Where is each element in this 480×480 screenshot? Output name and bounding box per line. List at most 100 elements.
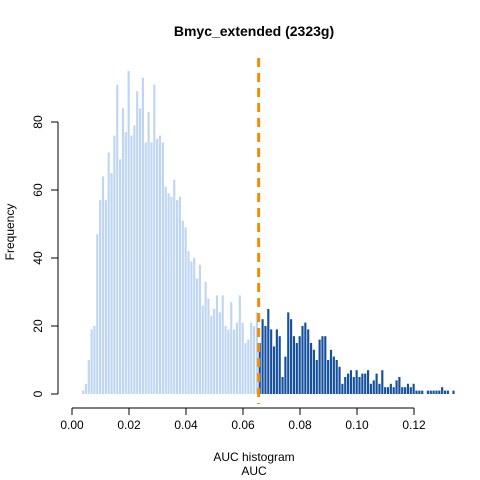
chart-title: Bmyc_extended (2323g): [174, 23, 334, 39]
histogram-bar: [355, 370, 358, 394]
histogram-bar: [178, 196, 182, 394]
histogram-bar: [307, 329, 310, 394]
histogram-bar: [298, 336, 301, 394]
histogram-bar: [121, 108, 125, 395]
x-tick-label: 0.10: [345, 418, 369, 432]
histogram-bar: [312, 349, 315, 394]
histogram-bar: [292, 336, 296, 394]
histogram-bar: [324, 336, 327, 394]
x-tick-label: 0.08: [288, 418, 312, 432]
histogram-bar: [107, 152, 110, 394]
histogram-bar: [278, 336, 281, 394]
histogram-bar: [213, 309, 216, 394]
histogram-bar: [270, 329, 273, 394]
histogram-bar: [193, 258, 196, 394]
histogram-bar: [119, 159, 122, 394]
histogram-bar: [96, 234, 99, 394]
histogram-bar: [384, 387, 387, 394]
histogram-bar: [207, 298, 210, 394]
histogram-bar: [295, 343, 298, 394]
histogram-bar: [221, 295, 224, 394]
histogram-bar: [366, 370, 370, 394]
histogram-bar: [170, 196, 173, 394]
histogram-bar: [224, 326, 227, 394]
x-tick-label: 0.02: [117, 418, 141, 432]
histogram-bar: [93, 326, 96, 394]
histogram-bar: [204, 281, 207, 394]
histogram-bar: [230, 302, 233, 394]
histogram-bar: [255, 312, 258, 394]
histogram-bar: [378, 383, 381, 394]
histogram-bar: [215, 295, 219, 394]
histogram-bar: [415, 390, 418, 394]
histogram-bar: [327, 360, 330, 394]
histogram-bar: [124, 132, 127, 394]
histogram-bar: [347, 373, 350, 394]
histogram-bar: [235, 322, 239, 394]
histogram-bar: [301, 326, 304, 394]
histogram-bar: [201, 305, 204, 394]
histogram-bar: [369, 383, 372, 394]
histogram-bar: [227, 329, 230, 394]
histogram-bar: [441, 387, 444, 394]
x-tick-label: 0.04: [174, 418, 198, 432]
y-tick-label: 40: [31, 251, 45, 265]
histogram-bar: [81, 390, 85, 394]
histogram-bar: [406, 383, 410, 394]
y-tick-label: 20: [31, 319, 45, 333]
x-axis-label: AUC histogram: [213, 450, 294, 464]
histogram-bar: [90, 329, 93, 394]
histogram-bar: [110, 173, 113, 394]
histogram-bar: [364, 373, 367, 394]
histogram-bar: [338, 366, 341, 394]
histogram-bar: [372, 380, 375, 394]
histogram-bar: [158, 135, 162, 394]
histogram-bar: [429, 390, 432, 394]
histogram-bar: [421, 390, 424, 394]
histogram-bar: [398, 377, 401, 394]
histogram-bar: [156, 139, 159, 394]
histogram-bar: [267, 309, 270, 394]
y-tick-label: 80: [31, 115, 45, 129]
histogram-bar: [252, 326, 256, 394]
x-tick-label: 0.06: [231, 418, 255, 432]
y-axis-label: Frequency: [3, 204, 17, 261]
histogram-bar: [284, 356, 287, 394]
histogram-bar: [187, 251, 190, 394]
histogram-bar: [173, 179, 176, 394]
histogram-bar: [195, 278, 199, 394]
y-tick-label: 60: [31, 183, 45, 197]
histogram-bar: [401, 387, 404, 394]
histogram-bar: [133, 125, 136, 395]
histogram-bar: [443, 390, 447, 394]
histogram-bar: [287, 312, 290, 394]
histogram-bar: [218, 312, 221, 394]
histogram-bar: [386, 387, 390, 394]
histogram-bar: [452, 390, 455, 394]
histogram-bar: [281, 377, 284, 394]
histogram-bar: [275, 329, 278, 394]
histogram-bar: [244, 343, 247, 394]
histogram-bar: [332, 356, 335, 394]
histogram-bar: [392, 387, 395, 394]
histogram-bar: [432, 390, 435, 394]
histogram-bar: [87, 360, 90, 394]
histogram-bar: [329, 349, 333, 394]
histogram-bar: [101, 176, 105, 394]
histogram-bar: [184, 227, 187, 394]
histogram-bar: [144, 142, 147, 394]
histogram-bar: [418, 390, 421, 394]
histogram-bar: [233, 329, 236, 394]
histogram-bar: [435, 390, 438, 394]
histogram-bar: [272, 346, 276, 394]
histogram-bar: [190, 261, 193, 394]
histogram-bar: [375, 373, 378, 394]
histogram-bar: [138, 108, 142, 395]
x-axis-sublabel: AUC: [241, 464, 267, 478]
histogram-bar: [84, 383, 87, 394]
histogram-bar: [150, 142, 153, 394]
histogram-bar: [153, 84, 156, 394]
histogram-bar: [264, 326, 267, 394]
y-tick-label: 0: [31, 390, 45, 397]
